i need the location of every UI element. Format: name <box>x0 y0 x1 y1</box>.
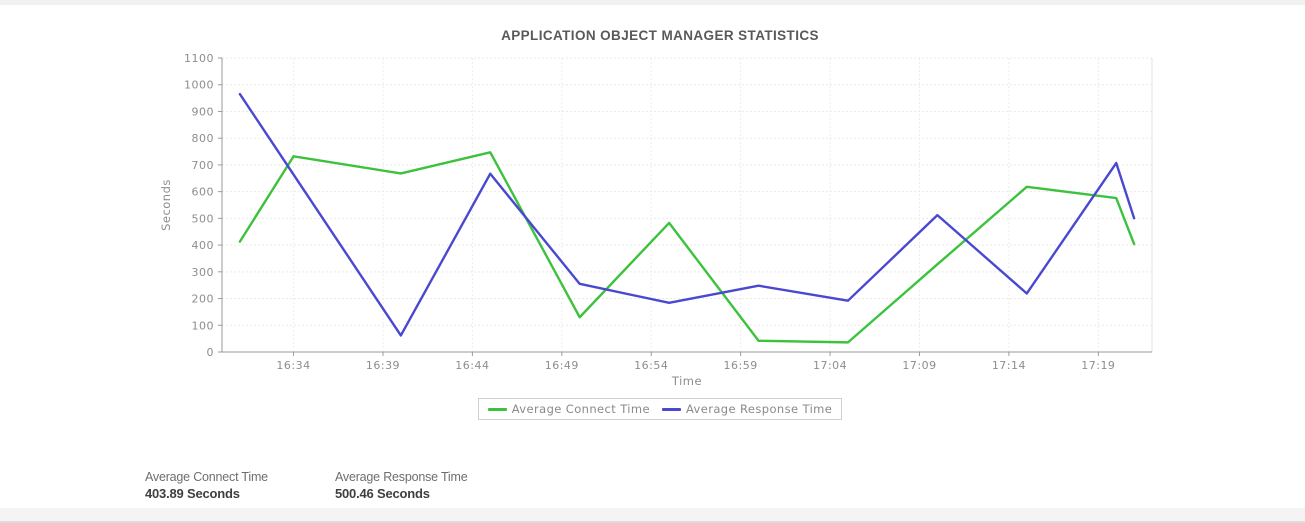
response-time-line-swatch <box>661 407 681 411</box>
response-time-stat: Average Response Time 500.46 Seconds <box>335 469 525 502</box>
svg-text:800: 800 <box>192 132 215 145</box>
bottom-border-strip <box>0 508 1305 523</box>
svg-text:16:39: 16:39 <box>366 359 400 372</box>
svg-text:600: 600 <box>192 186 215 199</box>
svg-text:0: 0 <box>207 346 215 359</box>
legend-item-connect-time[interactable]: Average Connect Time <box>487 402 650 416</box>
chart-panel: APPLICATION OBJECT MANAGER STATISTICS 0 1… <box>140 26 1180 420</box>
svg-text:500: 500 <box>192 212 215 225</box>
svg-text:17:04: 17:04 <box>813 359 847 372</box>
svg-text:16:34: 16:34 <box>276 359 310 372</box>
svg-text:1100: 1100 <box>184 52 214 65</box>
stat-value: 403.89 Seconds <box>145 486 240 501</box>
svg-text:900: 900 <box>192 105 215 118</box>
svg-text:16:59: 16:59 <box>724 359 758 372</box>
svg-text:17:09: 17:09 <box>902 359 936 372</box>
legend-item-response-time[interactable]: Average Response Time <box>661 402 833 416</box>
stat-label: Average Response Time <box>335 470 468 484</box>
svg-text:16:44: 16:44 <box>455 359 489 372</box>
svg-text:17:19: 17:19 <box>1081 359 1115 372</box>
connect-time-line-swatch <box>487 407 507 411</box>
legend-label: Average Connect Time <box>511 402 650 416</box>
line-chart[interactable]: 0 100 200 300 400 500 600 700 800 900 1000 1100 16:3… <box>140 45 1180 392</box>
svg-text:17:14: 17:14 <box>992 359 1026 372</box>
stat-value: 500.46 Seconds <box>335 486 430 501</box>
svg-text:400: 400 <box>192 239 215 252</box>
summary-stats: Average Connect Time 403.89 Seconds Aver… <box>145 469 525 502</box>
svg-text:700: 700 <box>192 159 215 172</box>
top-border-strip <box>0 0 1305 5</box>
svg-text:16:49: 16:49 <box>545 359 579 372</box>
svg-text:300: 300 <box>192 266 215 279</box>
legend-label: Average Response Time <box>685 402 833 416</box>
stat-label: Average Connect Time <box>145 470 268 484</box>
chart-title: APPLICATION OBJECT MANAGER STATISTICS <box>501 28 819 43</box>
chart-legend: Average Connect Time Average Response Ti… <box>477 398 843 420</box>
svg-text:Seconds: Seconds <box>159 179 173 231</box>
svg-text:1000: 1000 <box>184 79 214 92</box>
svg-text:200: 200 <box>192 293 215 306</box>
svg-text:Time: Time <box>671 374 702 388</box>
connect-time-stat: Average Connect Time 403.89 Seconds <box>145 469 335 502</box>
svg-text:16:54: 16:54 <box>634 359 668 372</box>
svg-text:100: 100 <box>192 319 215 332</box>
